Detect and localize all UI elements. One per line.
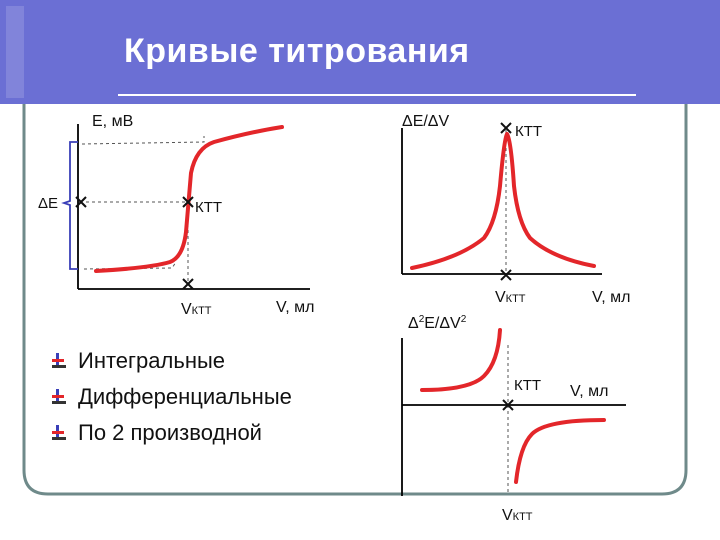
integral-v-point-label: VКТТ [181, 301, 212, 318]
integral-v-cross-marker [182, 278, 194, 290]
first-red-peak-curve [410, 132, 596, 270]
bullet-text: Дифференциальные [78, 384, 292, 409]
bullet-icon [52, 389, 66, 404]
second-red-upper-branch [420, 328, 502, 392]
first-y-label: ΔE/ΔV [402, 113, 449, 130]
first-kt-label: КТТ [515, 123, 542, 140]
list-item: Дифференциальные [52, 383, 292, 419]
slide-frame [22, 104, 688, 496]
delta-e-brace [61, 141, 78, 270]
first-x-label: V, мл [592, 289, 630, 306]
first-derivative-graph: ΔE/ΔV КТТ VКТТ V, мл [401, 113, 630, 306]
integral-x-label: V, мл [276, 299, 314, 316]
header-band [0, 0, 720, 104]
bullet-icon [52, 425, 66, 440]
integral-curve-graph: E, мВ ΔE КТТ VКТТ V, мл [38, 113, 314, 318]
integral-kt-label: КТТ [195, 199, 222, 216]
second-v-point-label: VКТТ [502, 507, 533, 524]
integral-red-curve [94, 125, 284, 273]
second-red-lower-branch [514, 418, 606, 484]
method-list: Интегральные Дифференциальные По 2 произ… [52, 347, 292, 455]
list-item: Интегральные [52, 347, 292, 383]
slide-title: Кривые титрования [124, 32, 470, 70]
second-derivative-graph: Δ2E/ΔV2 КТТ V, мл VКТТ [401, 314, 626, 524]
delta-e-cross-marker [75, 196, 87, 208]
bullet-text: Интегральные [78, 348, 226, 373]
bullet-icon [52, 353, 66, 368]
second-kt-label: КТТ [514, 377, 541, 394]
delta-e-label: ΔE [38, 195, 58, 212]
list-item: По 2 производной [52, 419, 292, 455]
second-x-label: V, мл [570, 383, 608, 400]
bullet-text: По 2 производной [78, 420, 262, 445]
integral-guide-bottom [83, 261, 177, 270]
second-kt-cross-marker [502, 399, 514, 411]
integral-guide-top [81, 136, 205, 145]
integral-y-label: E, мВ [92, 113, 133, 130]
integral-kt-cross-marker [182, 196, 194, 208]
second-y-label: Δ2E/ΔV2 [408, 314, 467, 332]
first-v-cross-marker [500, 269, 512, 281]
first-v-point-label: VКТТ [495, 289, 526, 306]
first-kt-cross-marker [500, 122, 512, 134]
